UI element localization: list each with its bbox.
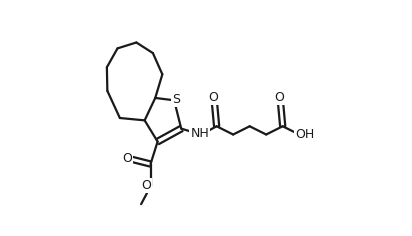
Text: O: O (122, 152, 132, 165)
Text: S: S (172, 93, 180, 106)
Text: O: O (141, 179, 151, 192)
Text: O: O (274, 91, 284, 105)
Text: OH: OH (295, 128, 315, 141)
Text: O: O (208, 91, 218, 105)
Text: NH: NH (190, 127, 209, 140)
